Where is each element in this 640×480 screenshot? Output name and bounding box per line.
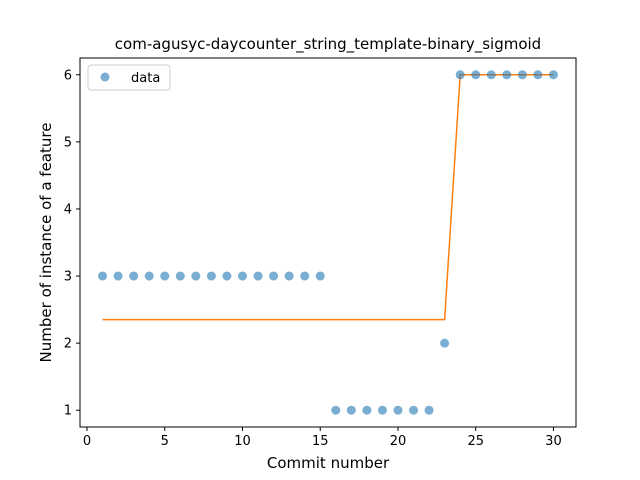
legend-box [87, 64, 171, 91]
y-tick-label: 4 [64, 202, 72, 217]
data-point [129, 271, 139, 281]
y-axis: 1 2 3 4 5 6 [64, 68, 80, 419]
data-point [175, 271, 185, 281]
data-point [160, 271, 170, 281]
data-point [191, 271, 201, 281]
data-point [98, 271, 108, 281]
data-point [502, 70, 512, 80]
data-point [471, 70, 481, 80]
y-tick-label: 3 [64, 270, 72, 285]
x-tick-label: 0 [83, 434, 91, 449]
data-point [300, 271, 310, 281]
x-axis: 0 5 10 15 20 25 30 [83, 427, 562, 449]
x-tick-label: 15 [312, 434, 329, 449]
data-point [346, 405, 356, 415]
y-tick-label: 5 [64, 135, 72, 150]
data-point [206, 271, 216, 281]
data-point [222, 271, 232, 281]
data-point [253, 271, 263, 281]
plot-area [98, 70, 558, 415]
x-tick-label: 30 [545, 434, 562, 449]
data-point [440, 338, 450, 348]
x-tick-label: 20 [390, 434, 407, 449]
data-point [362, 405, 372, 415]
legend-label-data: data [131, 71, 160, 86]
data-point [284, 271, 294, 281]
data-point [533, 70, 543, 80]
data-point [486, 70, 496, 80]
y-axis-title: Number of instance of a feature [37, 123, 55, 363]
data-point [377, 405, 387, 415]
x-tick-label: 10 [234, 434, 251, 449]
data-point [424, 405, 434, 415]
data-point [409, 405, 419, 415]
y-tick-label: 6 [64, 68, 72, 83]
plot-frame [79, 57, 577, 428]
data-point [315, 271, 325, 281]
data-point [548, 70, 558, 80]
legend-marker-data [100, 72, 110, 82]
data-point [113, 271, 123, 281]
data-point [393, 405, 403, 415]
x-tick-label: 5 [161, 434, 169, 449]
legend: data [87, 64, 171, 91]
x-axis-title: Commit number [267, 454, 390, 472]
data-point [269, 271, 279, 281]
y-tick-label: 1 [64, 404, 72, 419]
data-point [144, 271, 154, 281]
data-point [237, 271, 247, 281]
y-tick-label: 2 [64, 337, 72, 352]
x-tick-label: 25 [467, 434, 484, 449]
data-point [455, 70, 465, 80]
data-point [331, 405, 341, 415]
fit-line [102, 74, 554, 321]
data-point [517, 70, 527, 80]
chart-title: com-agusyc-daycounter_string_template-bi… [115, 35, 541, 54]
